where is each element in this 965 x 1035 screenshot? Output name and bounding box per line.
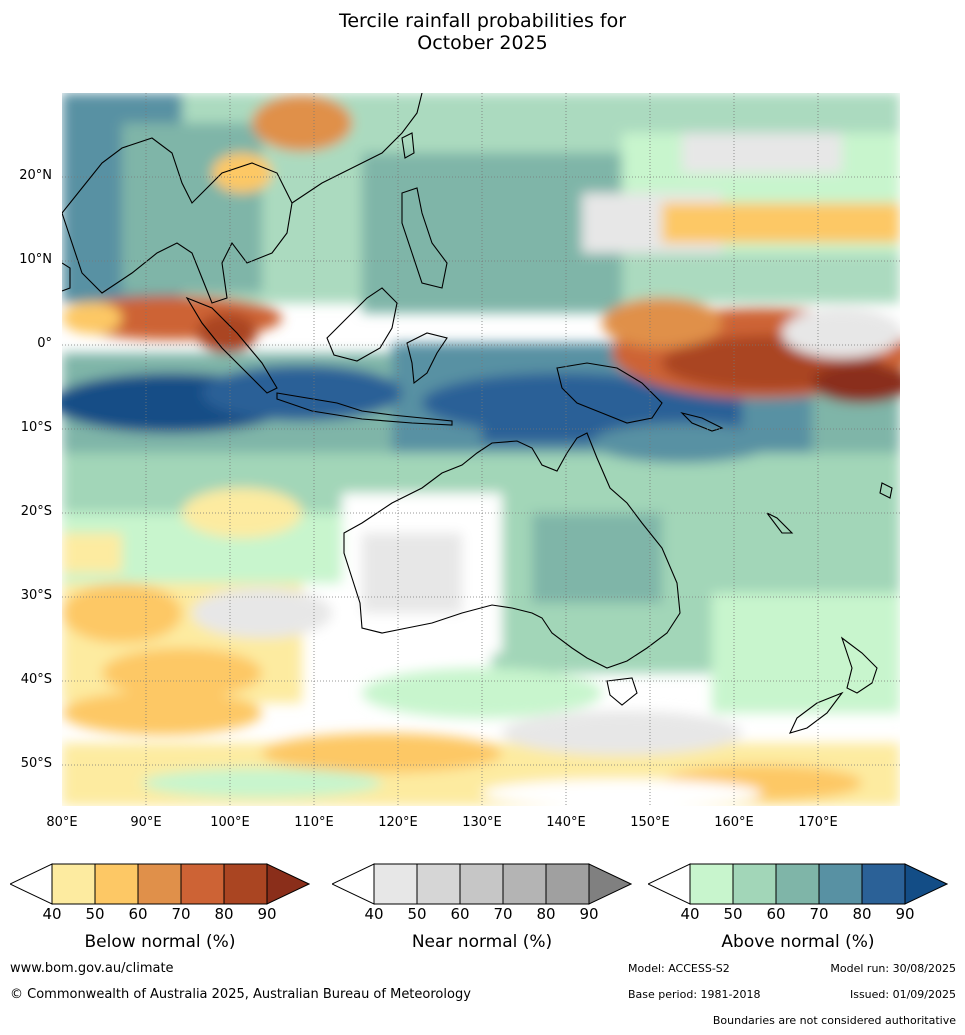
asia-mainland-coastline xyxy=(62,137,293,304)
colorbar-swatch xyxy=(137,863,182,905)
colorbar-tick: 80 xyxy=(214,905,234,923)
colorbar-tick: 50 xyxy=(723,905,743,923)
colorbar-below-normal: 40 50 60 70 80 90 Below normal (%) xyxy=(8,863,311,953)
colorbar-swatch xyxy=(223,863,268,905)
colorbar-title: Near normal (%) xyxy=(411,932,553,952)
lon-label: 120°E xyxy=(378,815,418,830)
lon-label: 160°E xyxy=(714,815,754,830)
colorbar-swatch xyxy=(180,863,225,905)
model-run-date: Model run: 30/08/2025 xyxy=(830,962,956,975)
lon-label: 140°E xyxy=(546,815,586,830)
colorbar-swatch xyxy=(94,863,139,905)
colorbar-title: Below normal (%) xyxy=(84,932,236,952)
colorbar-tick: 90 xyxy=(257,905,277,923)
map-title-line1: Tercile rainfall probabilities for xyxy=(338,10,627,32)
colorbar-swatch xyxy=(459,863,504,905)
model-name: Model: ACCESS-S2 xyxy=(628,962,730,975)
colorbar-swatch xyxy=(732,863,777,905)
lon-label: 150°E xyxy=(630,815,670,830)
colorbar-tick: 60 xyxy=(450,905,470,923)
colorbar-extend-high xyxy=(588,863,633,905)
fiji-coastline xyxy=(879,482,893,499)
map-canvas xyxy=(62,93,900,806)
colorbar-swatch xyxy=(545,863,590,905)
colorbar-swatch xyxy=(861,863,906,905)
colorbar-swatch xyxy=(689,863,734,905)
colorbar-swatch xyxy=(775,863,820,905)
colorbar-title: Above normal (%) xyxy=(721,932,875,952)
map-title: Tercile rainfall probabilities for Octob… xyxy=(0,10,965,54)
nz-north-island-coastline xyxy=(840,636,878,694)
taiwan-coastline xyxy=(401,132,415,159)
sumatra-coastline xyxy=(185,296,278,394)
website-link[interactable]: www.bom.gov.au/climate xyxy=(10,961,174,976)
colorbar-above-normal-swatches xyxy=(646,863,949,905)
colorbar-tick: 40 xyxy=(364,905,384,923)
colorbar-swatch xyxy=(416,863,461,905)
lon-label: 170°E xyxy=(798,815,838,830)
colorbar-swatch xyxy=(51,863,96,905)
lon-label: 100°E xyxy=(210,815,250,830)
lat-label: 20°S xyxy=(20,504,52,519)
sulawesi-coastline xyxy=(406,332,448,385)
lon-label: 80°E xyxy=(46,815,78,830)
map-title-line2: October 2025 xyxy=(417,32,548,54)
colorbar-extend-low xyxy=(646,863,691,905)
colorbar-swatch xyxy=(818,863,863,905)
disclaimer-text: Boundaries are not considered authoritat… xyxy=(712,1014,956,1027)
lat-label: 10°S xyxy=(20,420,52,435)
new-guinea-coastline xyxy=(556,362,663,424)
lat-label: 10°N xyxy=(19,252,52,267)
tasmania-coastline xyxy=(606,677,638,706)
copyright-text: © Commonwealth of Australia 2025, Austra… xyxy=(10,987,471,1002)
colorbar-tick: 90 xyxy=(895,905,915,923)
issued-date: Issued: 01/09/2025 xyxy=(849,988,956,1001)
colorbar-tick: 50 xyxy=(407,905,427,923)
australia-coastline xyxy=(343,432,681,669)
colorbar-tick: 70 xyxy=(493,905,513,923)
nz-south-island-coastline xyxy=(788,691,844,734)
philippines-coastline xyxy=(401,187,448,289)
colorbar-tick: 90 xyxy=(579,905,599,923)
colorbar-tick: 50 xyxy=(85,905,105,923)
borneo-coastline xyxy=(326,287,398,362)
lat-label: 20°N xyxy=(19,168,52,183)
new-caledonia-coastline xyxy=(766,512,794,534)
colorbar-tick: 80 xyxy=(536,905,556,923)
rainfall-probability-map xyxy=(62,93,900,806)
lon-label: 90°E xyxy=(130,815,162,830)
colorbar-near-normal-swatches xyxy=(330,863,633,905)
base-period: Base period: 1981-2018 xyxy=(628,988,761,1001)
colorbar-extend-high xyxy=(904,863,949,905)
colorbar-tick: 40 xyxy=(680,905,700,923)
probability-field xyxy=(62,93,900,806)
colorbar-above-normal: 40 50 60 70 80 90 Above normal (%) xyxy=(646,863,949,953)
graticule xyxy=(62,93,900,806)
china-coastline xyxy=(291,93,423,204)
colorbar-tick: 70 xyxy=(171,905,191,923)
colorbar-tick: 60 xyxy=(766,905,786,923)
lat-label: 50°S xyxy=(20,756,52,771)
colorbar-extend-high xyxy=(266,863,311,905)
colorbar-swatch xyxy=(373,863,418,905)
colorbar-near-normal: 40 50 60 70 80 90 Near normal (%) xyxy=(330,863,633,953)
java-coastline xyxy=(276,392,453,426)
lat-label: 30°S xyxy=(20,588,52,603)
lat-label: 40°S xyxy=(20,672,52,687)
lon-label: 130°E xyxy=(462,815,502,830)
colorbar-extend-low xyxy=(330,863,375,905)
lon-label: 110°E xyxy=(294,815,334,830)
colorbar-tick: 40 xyxy=(42,905,62,923)
coastlines xyxy=(62,93,893,734)
colorbar-below-normal-swatches xyxy=(8,863,311,905)
colorbar-tick: 80 xyxy=(852,905,872,923)
colorbar-tick: 60 xyxy=(128,905,148,923)
colorbar-tick: 70 xyxy=(809,905,829,923)
solomon-islands-coastline xyxy=(680,411,724,432)
sri-lanka-coastline xyxy=(62,262,71,292)
colorbar-swatch xyxy=(502,863,547,905)
lat-label: 0° xyxy=(37,336,52,351)
colorbar-extend-low xyxy=(8,863,53,905)
